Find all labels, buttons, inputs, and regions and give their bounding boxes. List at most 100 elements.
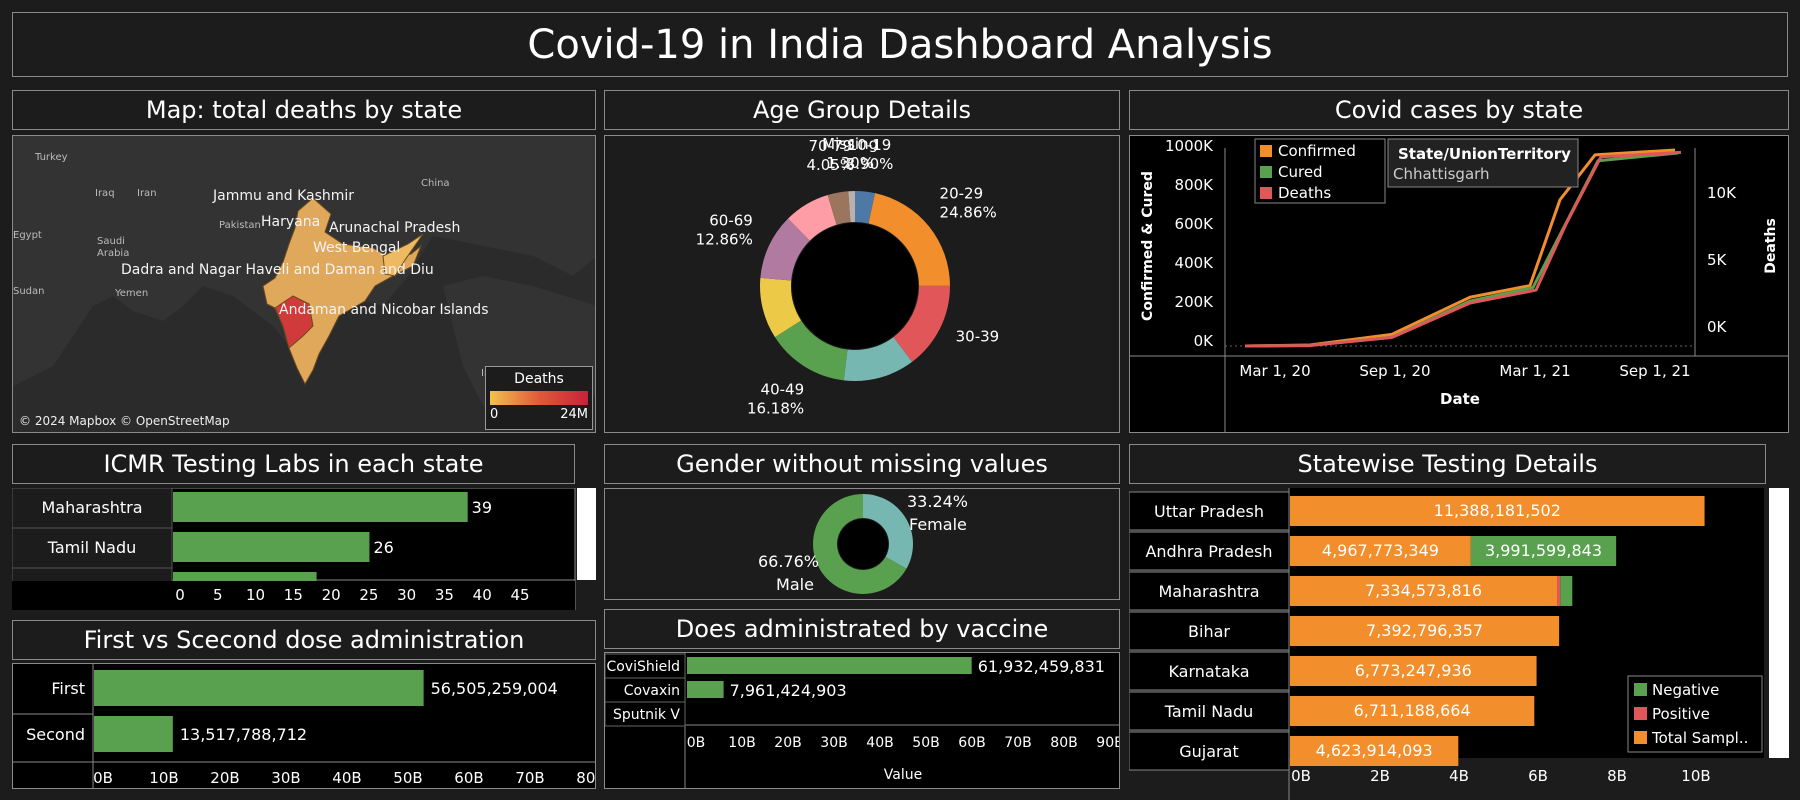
cases-y-tick: 600K — [1175, 215, 1215, 233]
testing-total-label: 6,711,188,664 — [1354, 701, 1471, 720]
map-country-label: Yemen — [114, 288, 148, 299]
map-country-label: Saudi — [97, 236, 125, 247]
map-state-label: West Bengal — [313, 240, 400, 256]
map-panel[interactable]: Turkey Iraq Iran Saudi Arabia Egypt Sudan Yemen… — [12, 135, 596, 433]
vaccine-value-label: 61,932,459,831 — [978, 657, 1105, 676]
vaccine-x-label: Value — [884, 767, 922, 783]
gender-panel[interactable]: 33.24% Female 66.76% Male — [604, 488, 1120, 600]
dose-chart[interactable]: First 56,505,259,004 Second 13,517,788,712 0… — [13, 664, 596, 789]
labs-bar[interactable] — [173, 532, 369, 562]
map-state-label: Dadra and Nagar Haveli and Daman and Diu — [121, 262, 434, 278]
cases-y-tick: 0K — [1194, 332, 1215, 350]
labs-scrollbar[interactable] — [577, 488, 596, 580]
dose-x-tick: 80B — [576, 769, 596, 787]
map-country-label: Pakistan — [219, 220, 261, 231]
testing-state-label: Karnataka — [1168, 662, 1249, 681]
cases-x-tick: Sep 1, 20 — [1359, 362, 1430, 380]
cases-legend[interactable]: Confirmed Cured Deaths — [1255, 139, 1385, 203]
vaccine-category-label: Covaxin — [624, 683, 680, 699]
age-slice-label: 30-39 — [956, 327, 1000, 345]
gender-title: Gender without missing values — [604, 444, 1120, 484]
labs-x-tick: 15 — [284, 586, 303, 604]
labs-x-tick: 10 — [246, 586, 265, 604]
cases-y-tick: 800K — [1175, 176, 1215, 194]
testing-total-label: 7,392,796,357 — [1366, 621, 1483, 640]
testing-scrollbar[interactable] — [1769, 488, 1789, 758]
labs-bar[interactable] — [173, 492, 468, 522]
vaccine-x-tick: 90B — [1096, 735, 1120, 751]
map-legend-min: 0 — [490, 407, 498, 422]
vaccine-bar[interactable] — [687, 681, 724, 698]
cases-y-label: Confirmed & Cured — [1140, 171, 1156, 321]
cases-chart[interactable]: 1000K 800K 600K 400K 200K 0K 10K 5K 0K Mar 1, 20 S… — [1130, 136, 1789, 433]
testing-panel[interactable]: Uttar Pradesh 11,388,181,502 Andhra Prades… — [1129, 488, 1789, 800]
testing-bar-negative[interactable] — [1560, 576, 1572, 606]
dose-panel[interactable]: First 56,505,259,004 Second 13,517,788,712 0… — [12, 663, 596, 789]
testing-legend-label: Positive — [1652, 705, 1710, 723]
testing-x-tick: 0B — [1291, 767, 1311, 785]
labs-state-label: Tamil Nadu — [47, 538, 137, 557]
dose-category-label: First — [51, 679, 85, 698]
testing-negative-label: 3,991,599,843 — [1485, 541, 1602, 560]
cases-legend-swatch — [1260, 187, 1272, 199]
dose-bar[interactable] — [94, 716, 173, 752]
labs-x-tick: 30 — [397, 586, 416, 604]
testing-legend[interactable]: Negative Positive Total Sampl.. — [1628, 676, 1762, 752]
cases-x-tick: Mar 1, 20 — [1239, 362, 1310, 380]
cases-tooltip-value: Chhattisgarh — [1393, 165, 1490, 183]
testing-bar-positive[interactable] — [1557, 576, 1560, 606]
gender-donut-hole — [838, 519, 888, 569]
gender-female-pct: 33.24% — [907, 492, 968, 511]
cases-title: Covid cases by state — [1129, 90, 1789, 130]
age-slice-pct: 1.30% — [826, 154, 874, 172]
testing-total-label: 7,334,573,816 — [1365, 581, 1482, 600]
cases-legend-swatch — [1260, 166, 1272, 178]
age-panel[interactable]: 10-19 3.90% 20-29 24.86% 30-39 40-49 16.18% 60-… — [604, 135, 1120, 433]
vaccine-x-tick: 20B — [774, 735, 801, 751]
cases-y-tick: 400K — [1175, 254, 1215, 272]
testing-state-label: Tamil Nadu — [1164, 702, 1254, 721]
gender-male-label: Male — [776, 575, 814, 594]
map-title: Map: total deaths by state — [12, 90, 596, 130]
gender-male-pct: 66.76% — [758, 552, 819, 571]
testing-x-tick: 6B — [1528, 767, 1548, 785]
testing-state-label: Gujarat — [1179, 742, 1238, 761]
dose-x-tick: 30B — [271, 769, 300, 787]
vaccine-bar[interactable] — [687, 657, 972, 674]
dose-x-tick: 40B — [332, 769, 361, 787]
map-state-label: Arunachal Pradesh — [329, 220, 460, 236]
age-slice-pct: 12.86% — [696, 231, 753, 249]
map-legend-title: Deaths — [486, 371, 592, 387]
dose-bar[interactable] — [94, 670, 424, 706]
vaccine-chart[interactable]: CoviShield 61,932,459,831 Covaxin 7,961,424… — [605, 653, 1120, 789]
testing-total-label: 6,773,247,936 — [1355, 661, 1472, 680]
vaccine-panel[interactable]: CoviShield 61,932,459,831 Covaxin 7,961,424… — [604, 652, 1120, 789]
cases-legend-label: Deaths — [1278, 184, 1331, 202]
map-state-label: Andaman and Nicobar Islands — [279, 302, 489, 318]
testing-state-label: Bihar — [1188, 622, 1230, 641]
testing-chart[interactable]: Uttar Pradesh 11,388,181,502 Andhra Prades… — [1129, 488, 1789, 800]
age-slice-label: 20-29 — [940, 184, 984, 202]
testing-legend-swatch — [1634, 683, 1647, 696]
testing-title: Statewise Testing Details — [1129, 444, 1766, 484]
map-legend: Deaths 0 24M — [485, 366, 593, 430]
labs-x-tick: 35 — [435, 586, 454, 604]
map-attribution: © 2024 Mapbox © OpenStreetMap — [19, 414, 230, 428]
cases-panel[interactable]: 1000K 800K 600K 400K 200K 0K 10K 5K 0K Mar 1, 20 S… — [1129, 135, 1789, 433]
labs-x-tick: 0 — [175, 586, 185, 604]
vaccine-x-tick: 60B — [958, 735, 985, 751]
dose-x-tick: 70B — [515, 769, 544, 787]
testing-state-label: Uttar Pradesh — [1154, 502, 1264, 521]
gender-donut[interactable]: 33.24% Female 66.76% Male — [605, 489, 1120, 600]
gender-female-label: Female — [909, 515, 967, 534]
vaccine-x-tick: 50B — [912, 735, 939, 751]
cases-x-tick: Sep 1, 21 — [1619, 362, 1690, 380]
testing-total-label: 11,388,181,502 — [1434, 501, 1561, 520]
map-legend-gradient — [490, 391, 588, 405]
cases-legend-label: Cured — [1278, 163, 1323, 181]
labs-x-tick: 25 — [359, 586, 378, 604]
map-state-label: Haryana — [261, 214, 320, 230]
